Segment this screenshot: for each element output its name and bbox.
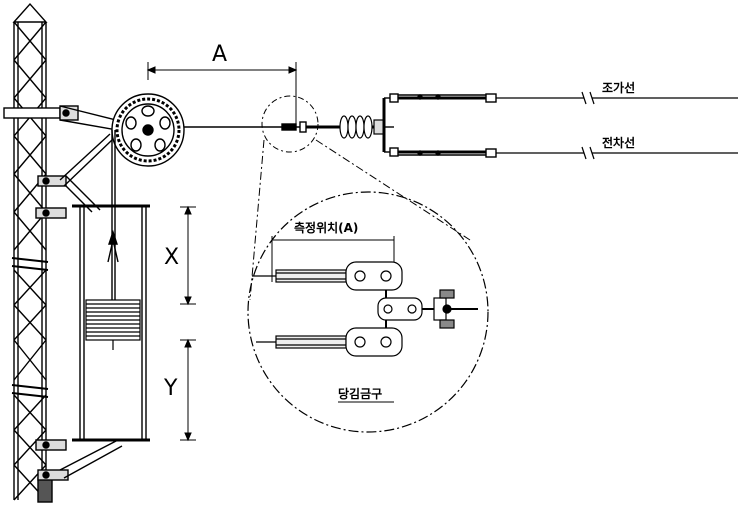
dim-y-label: Y: [163, 376, 178, 401]
measure-position-dim: [271, 236, 395, 282]
wire-yoke: [382, 93, 497, 158]
pulley-wheel-icon: [111, 93, 185, 167]
pole-brackets: [3, 105, 79, 481]
tension-wire: [184, 121, 338, 133]
dimension-x: [180, 205, 196, 306]
dimension-a: [146, 62, 298, 128]
outgoing-wires: [496, 91, 738, 160]
dim-x-label: X: [164, 245, 179, 270]
pulley-arm: [59, 105, 141, 479]
weight-frame: [72, 130, 150, 442]
messenger-wire-label: 조가선: [602, 80, 635, 95]
tension-fitting-detail: [252, 261, 478, 357]
insulator-icon: [336, 115, 385, 139]
pole-top-cap: [12, 2, 48, 23]
measure-position-label: 측정위치(A): [294, 220, 358, 235]
weight-stack-icon: [85, 299, 141, 350]
detail-callout: [247, 95, 489, 433]
dim-a-label: A: [212, 42, 227, 67]
contact-wire-label: 전차선: [602, 135, 635, 150]
tension-fitting-label: 당김금구: [338, 386, 382, 401]
lattice-pole: [11, 2, 53, 503]
dimension-y: [180, 338, 196, 442]
